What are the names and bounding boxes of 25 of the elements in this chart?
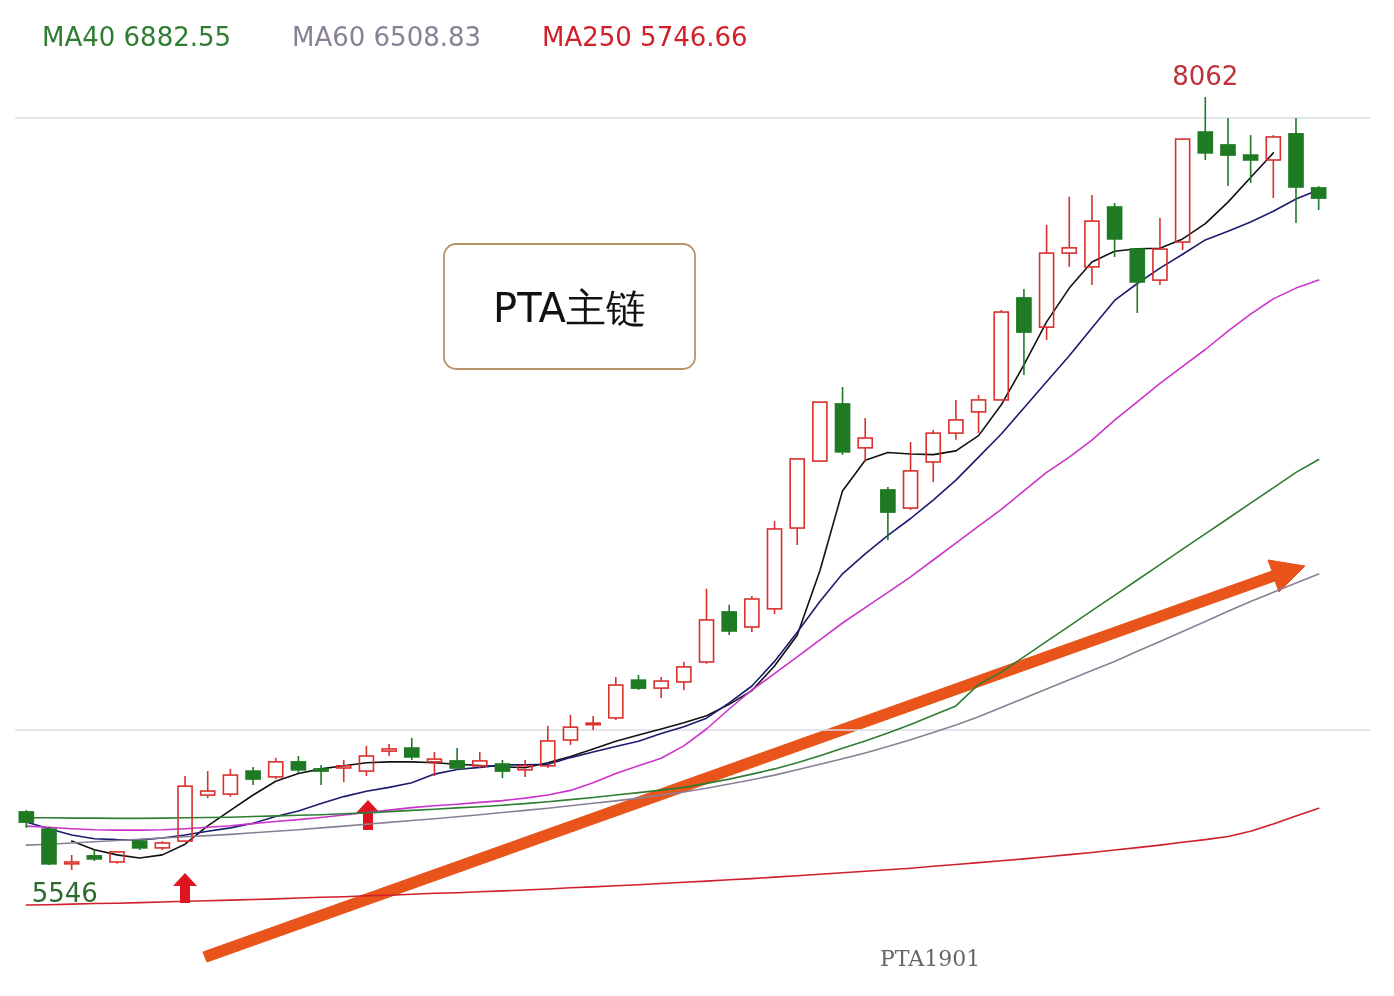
annotation: 8062	[1172, 61, 1239, 91]
candlestick	[1242, 134, 1259, 184]
candlestick	[517, 759, 533, 778]
candlestick	[653, 676, 669, 699]
candlestick	[1288, 117, 1304, 224]
text: PTA1901	[880, 946, 981, 971]
candlestick	[948, 399, 964, 441]
candlestick	[381, 743, 397, 757]
candlestick	[335, 759, 352, 783]
text: 5546	[31, 878, 98, 908]
candlestick	[676, 661, 692, 691]
text: MA250 5746.66	[542, 22, 748, 52]
candlestick	[1084, 194, 1100, 286]
candlestick	[245, 766, 261, 786]
candlestick	[313, 764, 329, 786]
candlestick	[1016, 288, 1032, 376]
candlestick	[585, 715, 601, 731]
candlestick	[721, 604, 738, 636]
candlestick	[857, 417, 874, 463]
annotation: PTA主链	[493, 285, 646, 331]
text: MA40 6882.55	[42, 22, 232, 52]
candlestick	[1061, 196, 1078, 268]
candlestick	[1220, 117, 1236, 187]
text: MA60 6508.83	[292, 22, 482, 52]
candlestick	[1152, 217, 1168, 286]
